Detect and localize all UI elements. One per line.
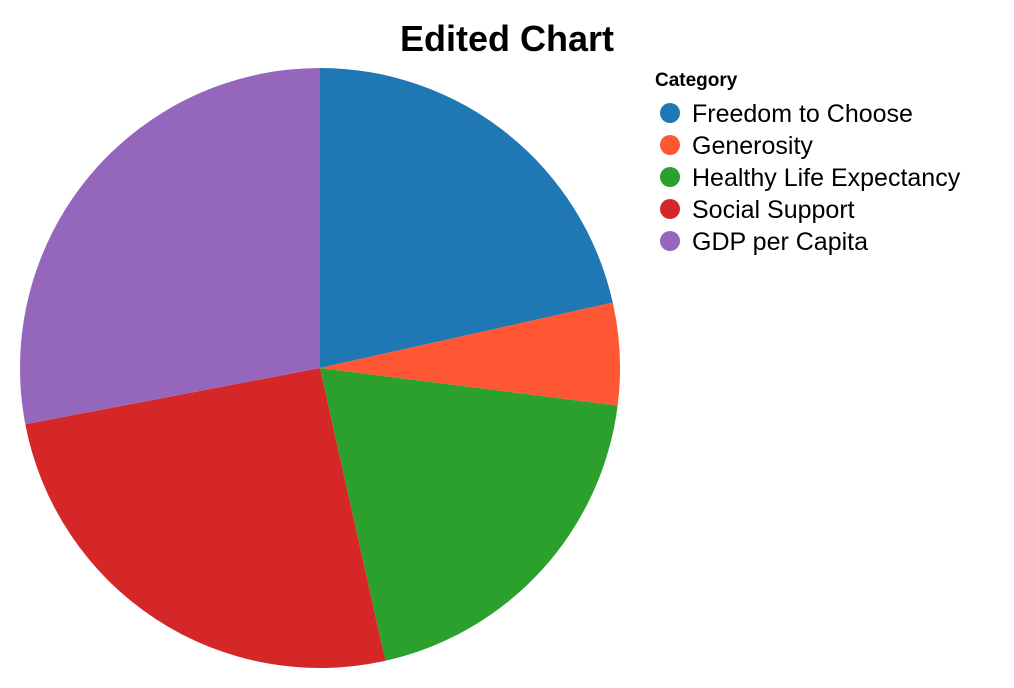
chart-title: Edited Chart: [400, 18, 614, 59]
legend-label: Social Support: [692, 196, 855, 224]
legend-label: GDP per Capita: [692, 228, 868, 256]
legend-swatch: [660, 231, 680, 251]
legend: Category Freedom to Choose Generosity Heal…: [655, 70, 961, 256]
pie-slice-social-support: [25, 368, 386, 669]
legend-swatch: [660, 135, 680, 155]
legend-label: Generosity: [692, 132, 813, 160]
pie: [19, 68, 620, 669]
legend-title: Category: [655, 70, 738, 91]
pie-slice-freedom-to-choose: [320, 68, 613, 368]
pie-slice-healthy-life-expectancy: [320, 368, 618, 661]
legend-swatch: [660, 167, 680, 187]
pie-slice-generosity: [320, 302, 620, 406]
legend-label: Healthy Life Expectancy: [692, 164, 961, 192]
legend-label: Freedom to Choose: [692, 100, 913, 128]
pie-slice-gdp-per-capita: [19, 68, 321, 425]
legend-swatch: [660, 103, 680, 123]
legend-swatch: [660, 199, 680, 219]
